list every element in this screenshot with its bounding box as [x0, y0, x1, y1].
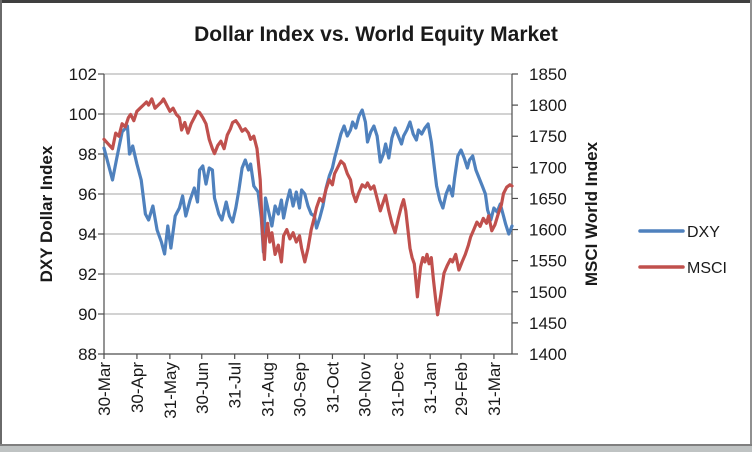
x-tick-label: 31-Aug: [259, 362, 278, 417]
x-tick-label: 31-Oct: [323, 362, 342, 413]
frame-border-right: [750, 0, 752, 446]
right-tick-label: 1750: [529, 127, 567, 146]
left-tick-label: 96: [78, 185, 97, 204]
msci-legend-label: MSCI: [687, 260, 727, 277]
x-tick-label: 30-Mar: [95, 362, 114, 416]
frame-border-top: [0, 0, 752, 3]
left-tick-label: 100: [69, 105, 97, 124]
x-tick-label: 31-May: [161, 362, 180, 419]
right-tick-label: 1650: [529, 189, 567, 208]
x-tick-label: 30-Nov: [355, 362, 374, 417]
x-tick-label: 31-Mar: [485, 362, 504, 416]
right-tick-label: 1500: [529, 283, 567, 302]
x-tick-label: 30-Apr: [128, 362, 147, 413]
x-tick-label: 31-Jul: [226, 362, 245, 408]
axes: [98, 73, 518, 359]
series-group: [102, 97, 514, 317]
left-axis-title: DXY Dollar Index: [37, 145, 56, 282]
legend: DXY MSCI: [638, 224, 727, 277]
left-tick-label: 98: [78, 145, 97, 164]
right-tick-label: 1450: [529, 314, 567, 333]
dxy-legend-label: DXY: [687, 224, 720, 241]
dxy-series-line[interactable]: [102, 108, 514, 256]
right-tick-label: 1700: [529, 158, 567, 177]
x-tick-label: 30-Sep: [291, 362, 310, 417]
tick-labels: 88 90 92 94 96 98 100 102 1400 1450 1500 1550 1600 16…: [69, 65, 567, 419]
chart-title: Dollar Index vs. World Equity Market: [194, 23, 558, 46]
x-tick-label: 30-Jun: [193, 362, 212, 414]
right-tick-label: 1850: [529, 65, 567, 84]
legend-entry-dxy[interactable]: DXY: [638, 224, 720, 241]
right-tick-label: 1400: [529, 345, 567, 364]
frame-border-bottom: [0, 444, 752, 446]
left-tick-label: 88: [78, 345, 97, 364]
left-tick-label: 92: [78, 265, 97, 284]
x-tick-label: 31-Dec: [388, 362, 407, 417]
left-tick-label: 102: [69, 65, 97, 84]
msci-series-line[interactable]: [102, 97, 514, 317]
left-tick-label: 90: [78, 305, 97, 324]
legend-entry-msci[interactable]: MSCI: [638, 260, 727, 277]
right-tick-label: 1550: [529, 252, 567, 271]
gridlines: [104, 73, 512, 355]
x-tick-label: 31-Jan: [421, 362, 440, 414]
left-tick-label: 94: [78, 225, 97, 244]
right-tick-label: 1600: [529, 221, 567, 240]
right-axis-title: MSCI World Index: [582, 141, 601, 286]
frame-bottom-strip: [0, 446, 752, 452]
right-tick-label: 1800: [529, 96, 567, 115]
frame-border-left: [0, 0, 2, 446]
x-tick-label: 29-Feb: [452, 362, 471, 416]
